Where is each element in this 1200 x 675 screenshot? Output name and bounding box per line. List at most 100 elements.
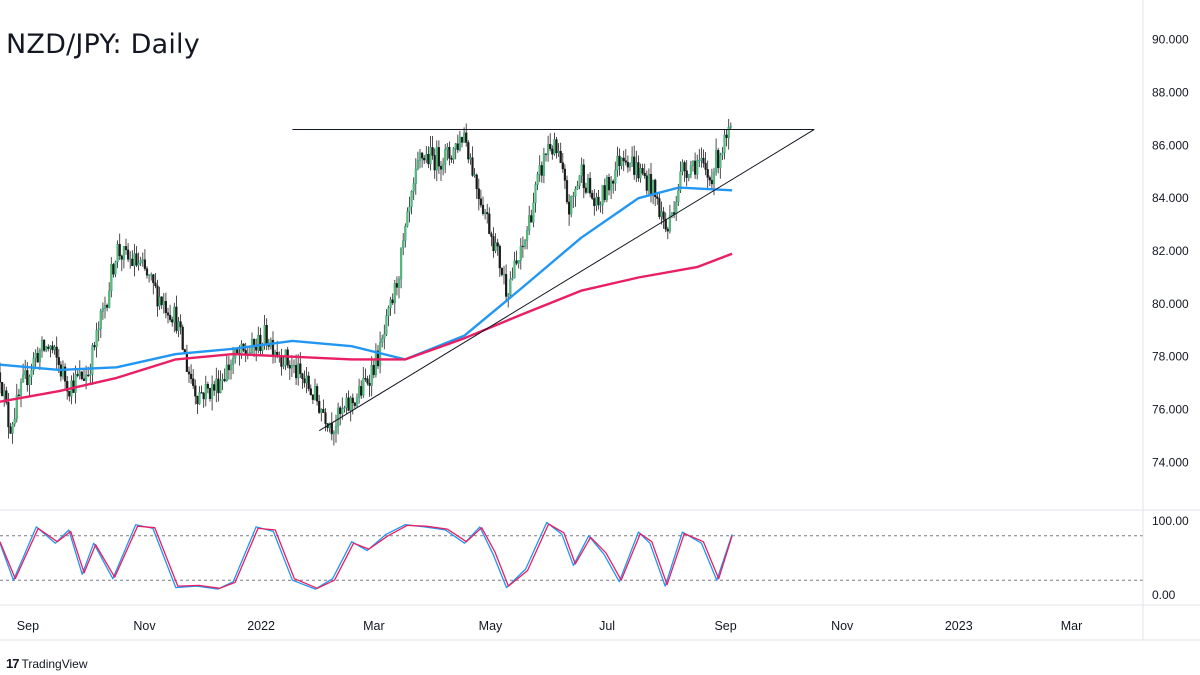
candle-body [219, 380, 222, 394]
candle [221, 373, 224, 391]
candle [160, 296, 163, 310]
candle-body [76, 374, 79, 376]
candle [710, 168, 713, 189]
candle-body [160, 296, 163, 305]
candle-body [458, 136, 461, 151]
candle-body [288, 365, 291, 369]
candle [488, 207, 491, 235]
candle-body [217, 378, 220, 394]
candle-body [223, 379, 226, 382]
candle [101, 302, 104, 320]
candle [358, 378, 361, 404]
candle [141, 252, 144, 267]
candle-body [580, 164, 583, 177]
candle-body [534, 184, 537, 203]
candle [227, 356, 230, 380]
candle-body [486, 212, 489, 215]
candle [343, 405, 346, 413]
candle-body [330, 422, 333, 435]
candle [530, 209, 533, 223]
x-axis-tick-label: Mar [1061, 619, 1083, 633]
candle [540, 161, 543, 183]
candle-body [105, 304, 109, 308]
candle [313, 378, 317, 401]
candle [210, 375, 214, 411]
candle-body [460, 136, 464, 143]
candle [290, 355, 293, 377]
y-axis-tick-label: 88.000 [1152, 85, 1189, 99]
candle [72, 372, 75, 394]
candle-body [685, 170, 688, 178]
candle-body [34, 353, 37, 359]
candle-body [437, 147, 440, 167]
oscillator-axis-tick-label: 100.00 [1152, 514, 1189, 528]
y-axis-tick-label: 76.000 [1152, 403, 1189, 417]
candle [337, 402, 340, 435]
candle-body [53, 346, 56, 351]
candle [400, 247, 403, 289]
candle-body [45, 346, 48, 351]
candle [303, 370, 306, 388]
candle [700, 147, 703, 168]
candle [332, 430, 335, 446]
candle [53, 344, 56, 355]
candle [126, 243, 130, 263]
candle-body [139, 260, 142, 264]
candle [526, 226, 529, 250]
candle-body [618, 155, 621, 167]
candle-body [500, 267, 503, 275]
candle-body [649, 174, 653, 196]
candle [370, 356, 373, 397]
tradingview-brand[interactable]: 17 TradingView [6, 656, 88, 671]
candle [624, 149, 627, 166]
candle-body [387, 307, 390, 316]
trendlines [292, 128, 815, 432]
candle-body [517, 260, 520, 264]
candle [192, 369, 195, 389]
candle [150, 272, 153, 281]
candle [528, 205, 531, 236]
candle [34, 349, 37, 367]
candle [481, 196, 485, 216]
candle-body [215, 378, 218, 391]
candle-body [221, 379, 224, 382]
candle-body [389, 299, 392, 308]
candle-body [124, 246, 128, 251]
candle [578, 175, 581, 190]
candle-body [103, 304, 107, 309]
candle-body [454, 143, 457, 149]
candle [666, 226, 669, 240]
candle-body [9, 426, 12, 434]
candle-body [557, 150, 560, 154]
candle [120, 254, 123, 272]
candle [616, 146, 619, 177]
candle [595, 192, 598, 212]
candle-body [666, 228, 669, 232]
candle [418, 148, 422, 169]
candle-body [727, 126, 730, 139]
candle-body [641, 168, 644, 174]
y-axis-tick-label: 82.000 [1152, 244, 1189, 258]
candle [0, 362, 2, 394]
candle-body [687, 174, 690, 178]
candle [412, 177, 415, 200]
candle [484, 209, 487, 220]
candle-body [381, 338, 384, 343]
candle [494, 233, 497, 254]
candle [13, 407, 16, 427]
candle-body [374, 350, 377, 376]
candle-body [97, 328, 100, 331]
x-axis-tick-label: Nov [831, 619, 854, 633]
candle [360, 380, 363, 400]
candle [421, 152, 424, 168]
candle-body [570, 195, 573, 215]
candle [433, 148, 436, 179]
candle [641, 163, 644, 176]
x-axis-tick-label: 2022 [247, 619, 275, 633]
candle-body [74, 374, 77, 393]
candle [154, 273, 157, 289]
candle [694, 152, 697, 179]
candle [179, 314, 182, 335]
candle-body [414, 168, 417, 184]
